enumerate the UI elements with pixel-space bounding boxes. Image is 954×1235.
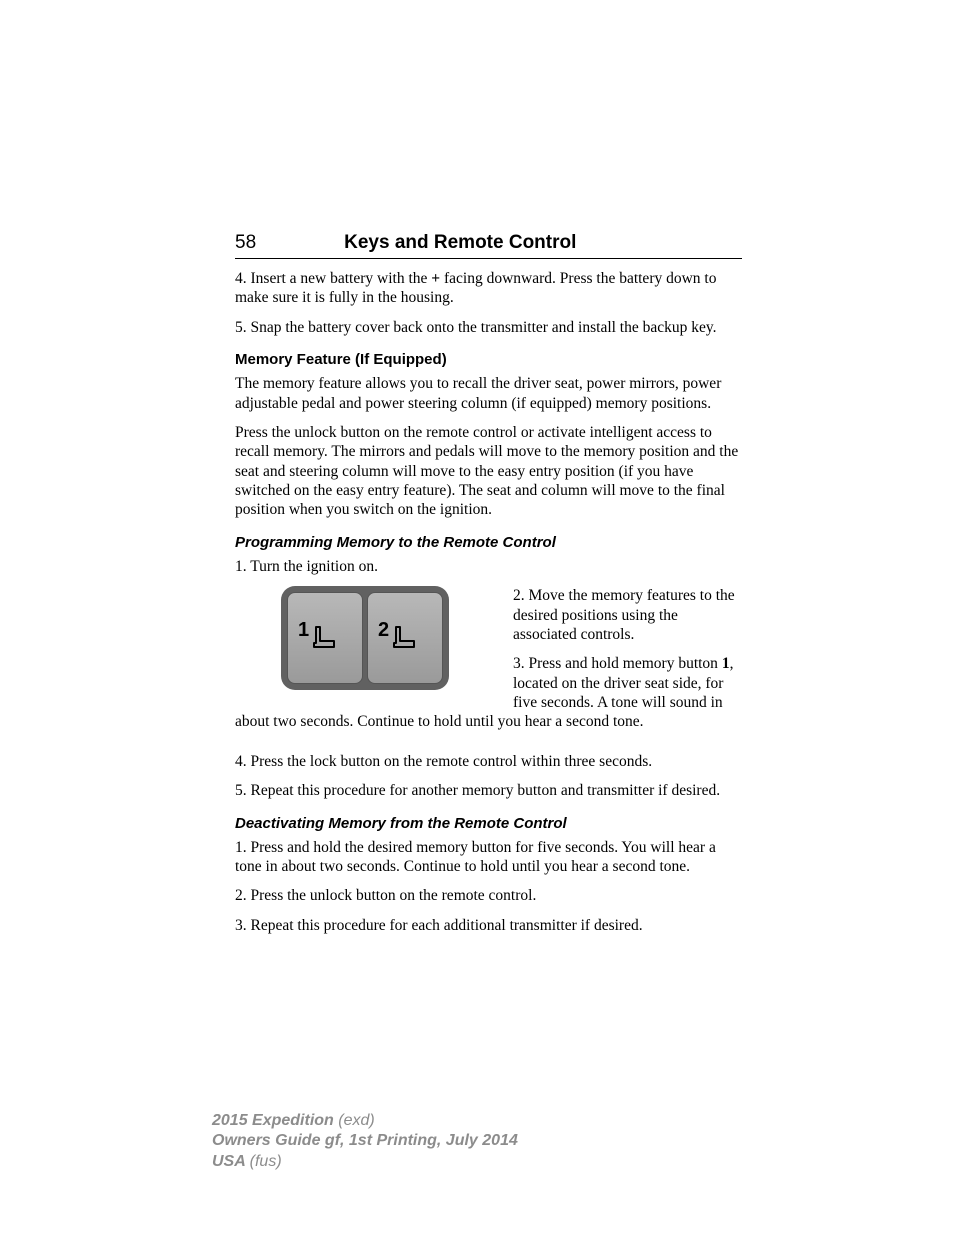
battery-step-4: 4. Insert a new battery with the + facin… — [235, 269, 742, 308]
page-content: 58 Keys and Remote Control 4. Insert a n… — [0, 0, 954, 935]
chapter-title: Keys and Remote Control — [344, 232, 576, 254]
button-1-label: 1 — [298, 619, 309, 642]
seat-icon: 1 — [310, 623, 340, 653]
memory-feature-heading: Memory Feature (If Equipped) — [235, 351, 742, 368]
memory-buttons-figure: 1 2 — [235, 586, 495, 690]
bold-one: 1 — [722, 655, 730, 672]
footer-line-3: USA (fus) — [212, 1152, 518, 1173]
seat-glyph-icon — [390, 623, 420, 653]
figure-and-steps: 1 2 — [235, 586, 742, 742]
page-footer: 2015 Expedition (exd) Owners Guide gf, 1… — [212, 1111, 518, 1173]
memory-paragraph-1: The memory feature allows you to recall … — [235, 374, 742, 413]
memory-button-2: 2 — [367, 592, 443, 684]
memory-buttons-illustration: 1 2 — [281, 586, 449, 690]
seat-glyph-icon — [310, 623, 340, 653]
deactivating-heading: Deactivating Memory from the Remote Cont… — [235, 815, 742, 832]
battery-step-5: 5. Snap the battery cover back onto the … — [235, 318, 742, 337]
deactivating-step-2: 2. Press the unlock button on the remote… — [235, 886, 742, 905]
seat-icon: 2 — [390, 623, 420, 653]
plus-symbol: + — [431, 270, 440, 287]
text: 3. Press and hold memory button — [513, 655, 722, 672]
page-number: 58 — [235, 232, 256, 254]
memory-button-1: 1 — [287, 592, 363, 684]
programming-step-1: 1. Turn the ignition on. — [235, 557, 742, 576]
deactivating-step-1: 1. Press and hold the desired memory but… — [235, 838, 742, 877]
text: 2015 Expedition — [212, 1112, 338, 1129]
text: USA — [212, 1153, 250, 1170]
page-header: 58 Keys and Remote Control — [235, 232, 742, 259]
programming-heading: Programming Memory to the Remote Control — [235, 534, 742, 551]
text: (exd) — [338, 1112, 374, 1129]
programming-step-4: 4. Press the lock button on the remote c… — [235, 752, 742, 771]
text: 4. Insert a new battery with the — [235, 270, 431, 287]
memory-paragraph-2: Press the unlock button on the remote co… — [235, 423, 742, 520]
button-2-label: 2 — [378, 619, 389, 642]
text: (fus) — [250, 1153, 282, 1170]
programming-step-5: 5. Repeat this procedure for another mem… — [235, 781, 742, 800]
deactivating-step-3: 3. Repeat this procedure for each additi… — [235, 916, 742, 935]
footer-line-2: Owners Guide gf, 1st Printing, July 2014 — [212, 1131, 518, 1152]
footer-line-1: 2015 Expedition (exd) — [212, 1111, 518, 1132]
button-panel: 1 2 — [281, 586, 449, 690]
